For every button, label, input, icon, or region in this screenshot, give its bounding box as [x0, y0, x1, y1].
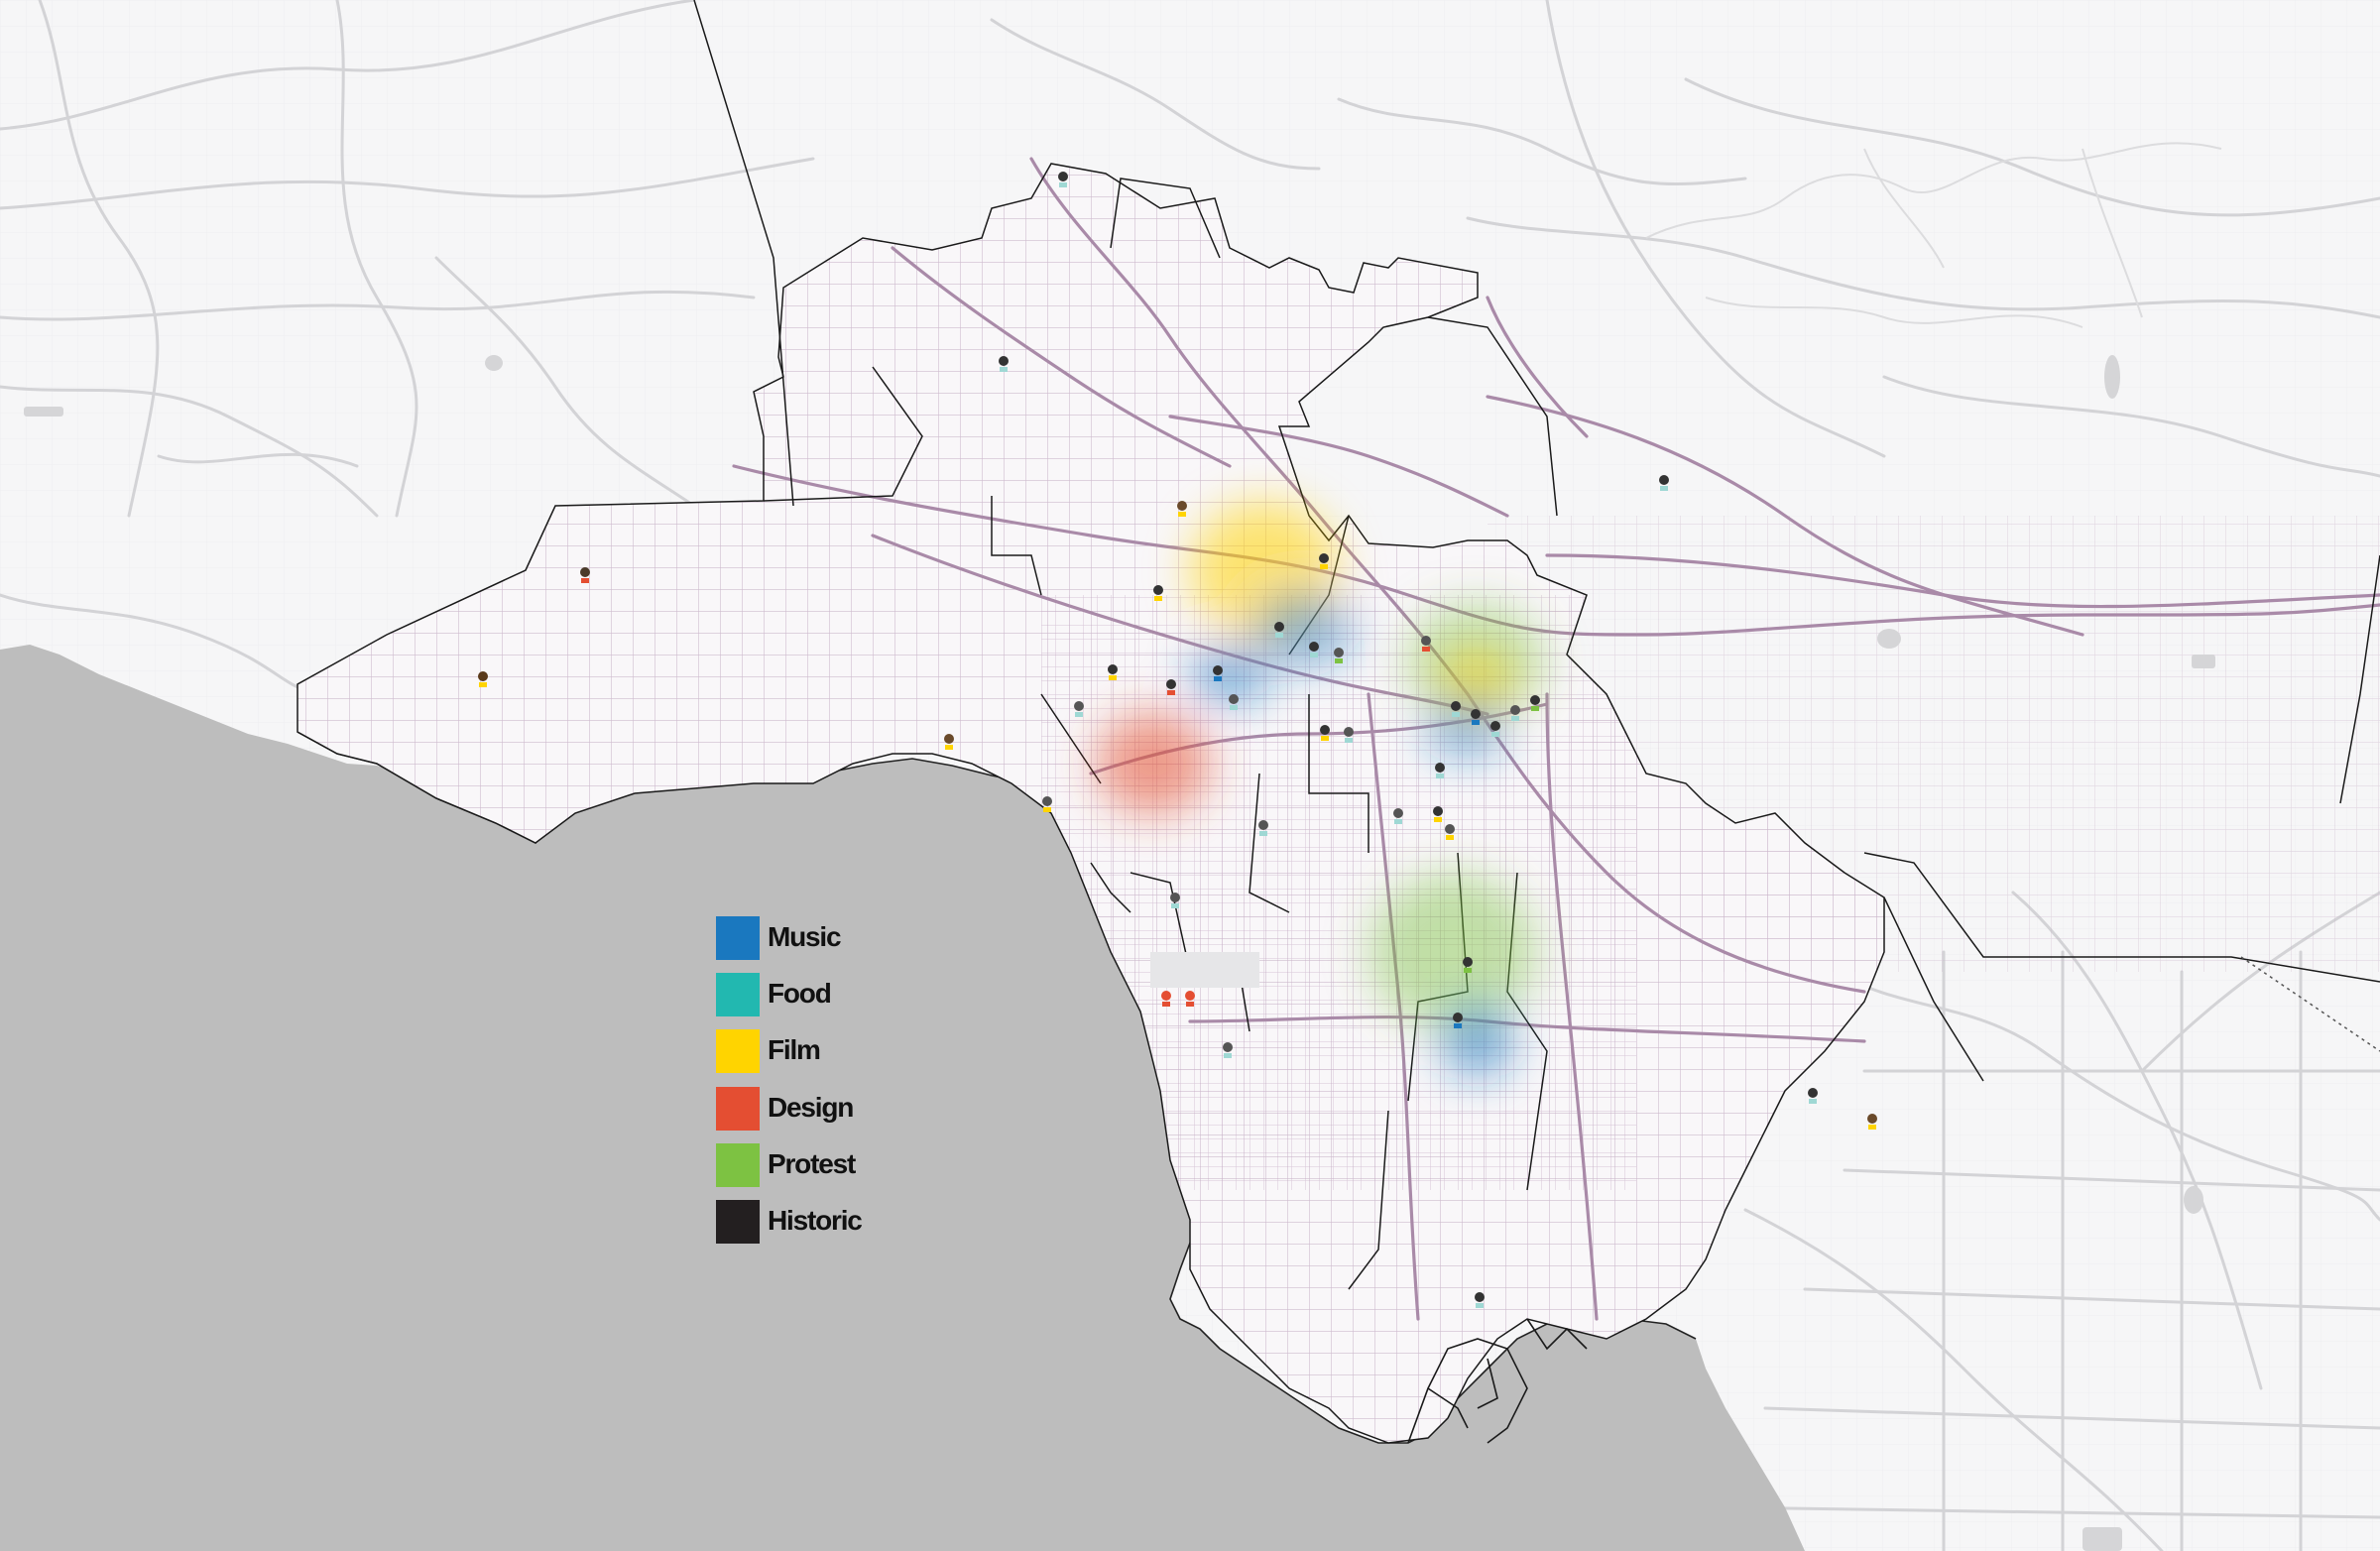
poi-marker[interactable]	[1185, 991, 1195, 1007]
poi-marker[interactable]	[1510, 705, 1520, 721]
pacific-ocean	[0, 645, 1805, 1551]
poi-marker[interactable]	[1445, 824, 1455, 840]
poi-markers[interactable]	[478, 172, 1877, 1308]
east-suburbs-grid	[1488, 516, 2380, 972]
poi-marker[interactable]	[1393, 808, 1403, 824]
poi-marker[interactable]	[1435, 763, 1445, 778]
legend-swatch-music	[716, 916, 760, 960]
legend-label: Design	[768, 1092, 854, 1123]
poi-marker[interactable]	[1223, 1042, 1233, 1058]
legend-swatch-protest	[716, 1143, 760, 1187]
legend-item-design: Design	[716, 1087, 914, 1131]
poi-marker[interactable]	[1229, 694, 1239, 710]
poi-marker[interactable]	[1309, 642, 1319, 657]
legend-item-film: Film	[716, 1029, 914, 1073]
poi-marker[interactable]	[1166, 679, 1176, 695]
poi-marker[interactable]	[1213, 665, 1223, 681]
poi-marker[interactable]	[1170, 893, 1180, 908]
parks	[24, 355, 2215, 1551]
poi-marker[interactable]	[1451, 701, 1461, 717]
poi-marker[interactable]	[1659, 475, 1669, 491]
legend-item-historic: Historic	[716, 1200, 914, 1244]
poi-marker[interactable]	[1867, 1114, 1877, 1130]
poi-marker[interactable]	[1320, 725, 1330, 741]
poi-marker[interactable]	[999, 356, 1009, 372]
poi-marker[interactable]	[1490, 721, 1500, 737]
poi-marker[interactable]	[1319, 553, 1329, 569]
legend-swatch-historic	[716, 1200, 760, 1244]
poi-marker[interactable]	[1334, 648, 1344, 663]
poi-marker[interactable]	[1153, 585, 1163, 601]
map-legend: Music Food Film Design Protest Historic	[716, 916, 914, 1249]
mountain-trails	[1645, 142, 2222, 328]
poi-marker[interactable]	[1042, 796, 1052, 812]
county-line	[2240, 956, 2380, 1052]
poi-marker[interactable]	[1344, 727, 1354, 743]
poi-marker[interactable]	[1808, 1088, 1818, 1104]
legend-item-food: Food	[716, 973, 914, 1016]
poi-marker[interactable]	[1463, 957, 1473, 973]
legend-label: Film	[768, 1034, 821, 1065]
poi-marker[interactable]	[1274, 622, 1284, 638]
category-hotspots	[1096, 501, 1545, 1077]
poi-marker[interactable]	[944, 734, 954, 750]
poi-marker[interactable]	[1177, 501, 1187, 517]
poi-marker[interactable]	[1433, 806, 1443, 822]
poi-marker[interactable]	[1161, 991, 1171, 1007]
harbor	[1407, 1318, 1588, 1444]
legend-label: Food	[768, 978, 832, 1009]
poi-marker[interactable]	[1074, 701, 1084, 717]
legend-item-protest: Protest	[716, 1143, 914, 1187]
poi-marker[interactable]	[1258, 820, 1268, 836]
poi-marker[interactable]	[1475, 1292, 1485, 1308]
poi-marker[interactable]	[1530, 695, 1540, 711]
poi-marker[interactable]	[1421, 636, 1431, 652]
legend-label: Historic	[768, 1205, 863, 1236]
poi-marker[interactable]	[478, 671, 488, 687]
poi-marker[interactable]	[1108, 664, 1118, 680]
legend-swatch-food	[716, 973, 760, 1016]
poi-marker[interactable]	[580, 567, 590, 583]
legend-swatch-design	[716, 1087, 760, 1131]
poi-marker[interactable]	[1058, 172, 1068, 187]
east-edge-line	[2339, 554, 2380, 804]
legend-swatch-film	[716, 1029, 760, 1073]
poi-marker[interactable]	[1471, 709, 1481, 725]
freeways	[732, 157, 2380, 1321]
legend-label: Protest	[768, 1148, 856, 1179]
poi-marker[interactable]	[1453, 1013, 1463, 1028]
legend-label: Music	[768, 921, 842, 952]
legend-item-music: Music	[716, 916, 914, 960]
